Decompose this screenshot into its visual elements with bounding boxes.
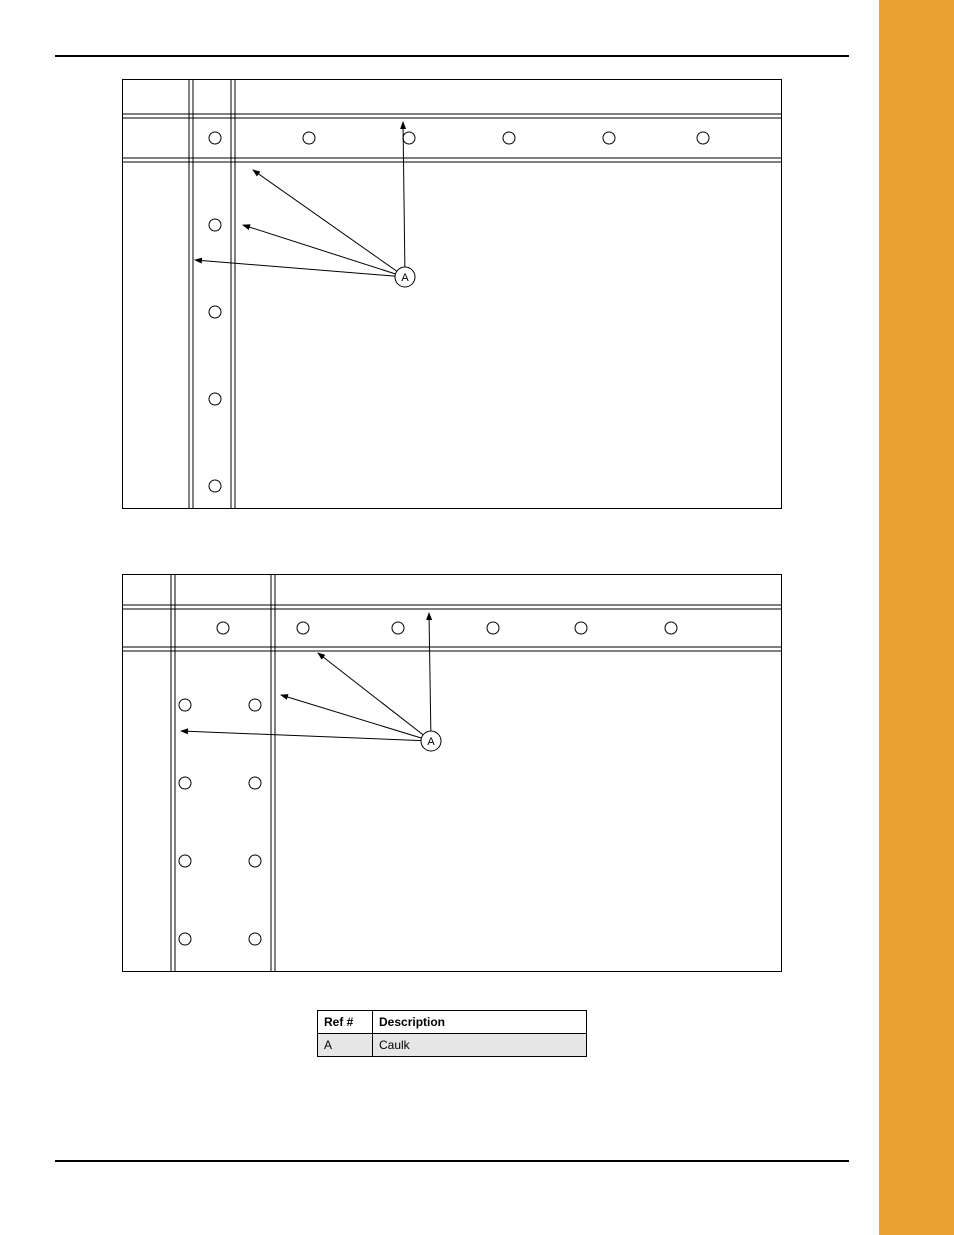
col-desc: Description — [373, 1011, 587, 1034]
cell-ref: A — [318, 1034, 373, 1057]
table-row: A Caulk — [318, 1034, 587, 1057]
table-header-row: Ref # Description — [318, 1011, 587, 1034]
figure-1-svg: A — [123, 80, 782, 509]
reference-table: Ref # Description A Caulk — [317, 1010, 587, 1057]
top-rule — [55, 55, 849, 57]
content-area: A — [55, 55, 849, 1057]
figure-2: A — [122, 574, 782, 972]
page: A — [0, 0, 954, 1235]
figure-1: A — [122, 79, 782, 509]
col-ref: Ref # — [318, 1011, 373, 1034]
accent-strip — [879, 0, 954, 1235]
cell-desc: Caulk — [373, 1034, 587, 1057]
figure-2-svg: A — [123, 575, 782, 972]
callout-a-label-1: A — [401, 272, 409, 284]
bottom-rule — [55, 1160, 849, 1162]
reference-table-wrap: Ref # Description A Caulk — [317, 1010, 587, 1057]
callout-a-label-2: A — [427, 736, 435, 748]
